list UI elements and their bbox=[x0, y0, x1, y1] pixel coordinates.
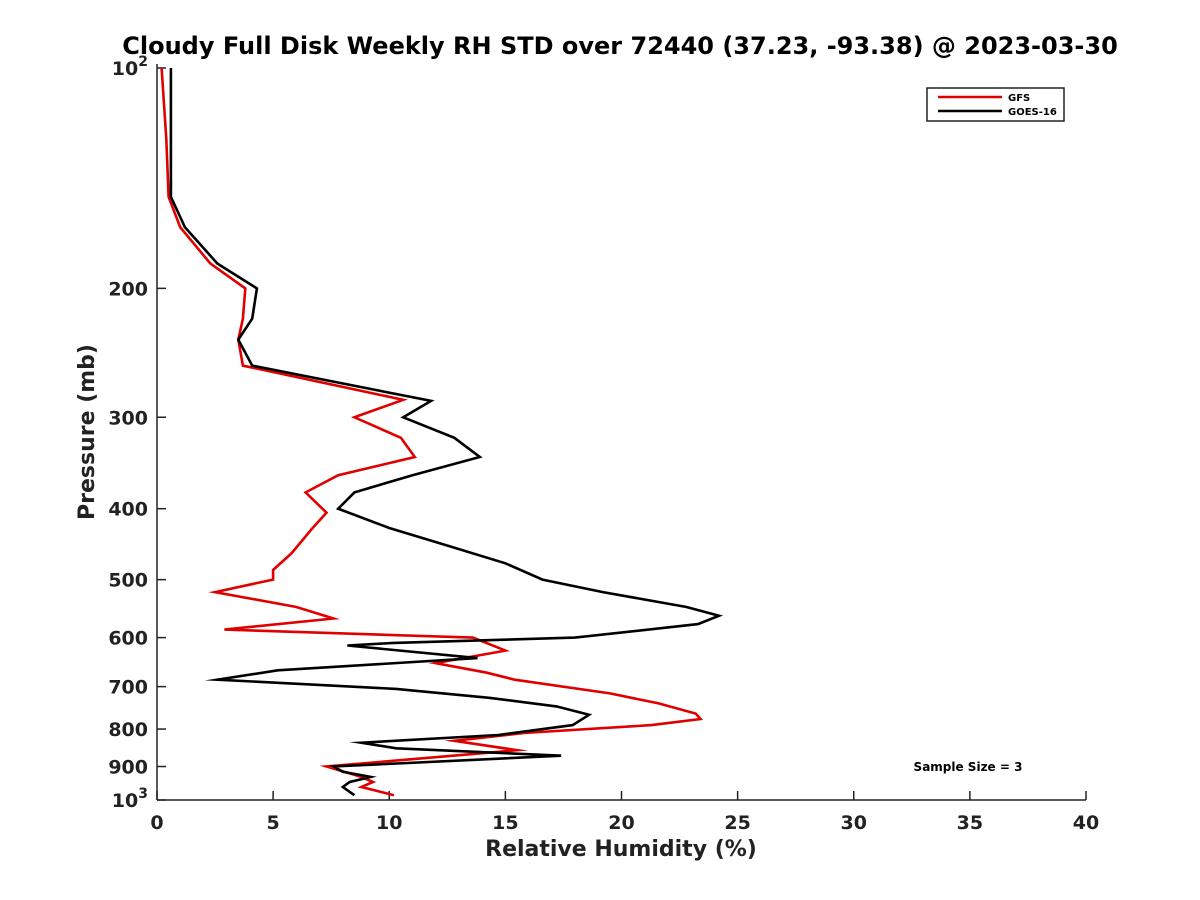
x-tick-label: 30 bbox=[841, 812, 867, 834]
x-ticks: 0 5 10 15 20 25 30 35 40 bbox=[150, 791, 1099, 834]
y-tick-label-base: 10 bbox=[112, 58, 138, 80]
y-tick-label-base: 600 bbox=[108, 628, 148, 650]
y-tick-label-base: 800 bbox=[108, 719, 148, 741]
legend-entries: GFS GOES-16 bbox=[938, 93, 1057, 118]
y-tick-label-base: 500 bbox=[108, 570, 148, 592]
y-tick-label-exponent: 3 bbox=[138, 786, 148, 802]
plot-area: 0 5 10 15 20 25 30 35 40 10220030040050060070080… bbox=[108, 54, 1099, 834]
y-tick-label-base: 300 bbox=[108, 407, 148, 429]
x-tick-label: 40 bbox=[1073, 812, 1099, 834]
y-tick-label-base: 10 bbox=[112, 790, 138, 812]
x-axis-label: Relative Humidity (%) bbox=[485, 837, 757, 862]
x-tick-label: 5 bbox=[267, 812, 280, 834]
series-line-goes-16 bbox=[169, 68, 724, 797]
y-tick-label: 800 bbox=[108, 719, 148, 741]
y-tick-label-base: 700 bbox=[108, 677, 148, 699]
y-tick-label-base: 200 bbox=[108, 278, 148, 300]
legend-label: GOES-16 bbox=[1008, 107, 1057, 118]
y-tick-label-base: 400 bbox=[108, 499, 148, 521]
y-tick-label: 300 bbox=[108, 407, 148, 429]
y-tick-label: 600 bbox=[108, 628, 148, 650]
y-tick-label-exponent: 2 bbox=[138, 54, 148, 70]
x-tick-label: 0 bbox=[150, 812, 163, 834]
y-axis-label: Pressure (mb) bbox=[75, 344, 100, 520]
y-tick-label: 103 bbox=[112, 786, 148, 812]
x-tick-label: 20 bbox=[608, 812, 634, 834]
x-tick-label: 10 bbox=[376, 812, 402, 834]
series-group bbox=[160, 67, 724, 797]
legend-label: GFS bbox=[1008, 93, 1030, 104]
y-tick-label: 500 bbox=[108, 570, 148, 592]
series-line-gfs bbox=[160, 67, 704, 797]
sample-size-annotation: Sample Size = 3 bbox=[914, 760, 1023, 774]
x-tick-label: 15 bbox=[492, 812, 518, 834]
x-tick-label: 35 bbox=[957, 812, 983, 834]
legend-box bbox=[926, 87, 1065, 122]
legend: GFS GOES-16 bbox=[926, 87, 1065, 122]
y-tick-label: 102 bbox=[112, 54, 148, 80]
y-tick-label: 200 bbox=[108, 278, 148, 300]
y-tick-label: 400 bbox=[108, 499, 148, 521]
x-tick-label: 25 bbox=[724, 812, 750, 834]
y-tick-label: 700 bbox=[108, 677, 148, 699]
y-tick-label: 900 bbox=[108, 757, 148, 779]
y-tick-label-base: 900 bbox=[108, 757, 148, 779]
chart-title: Cloudy Full Disk Weekly RH STD over 7244… bbox=[122, 32, 1118, 60]
